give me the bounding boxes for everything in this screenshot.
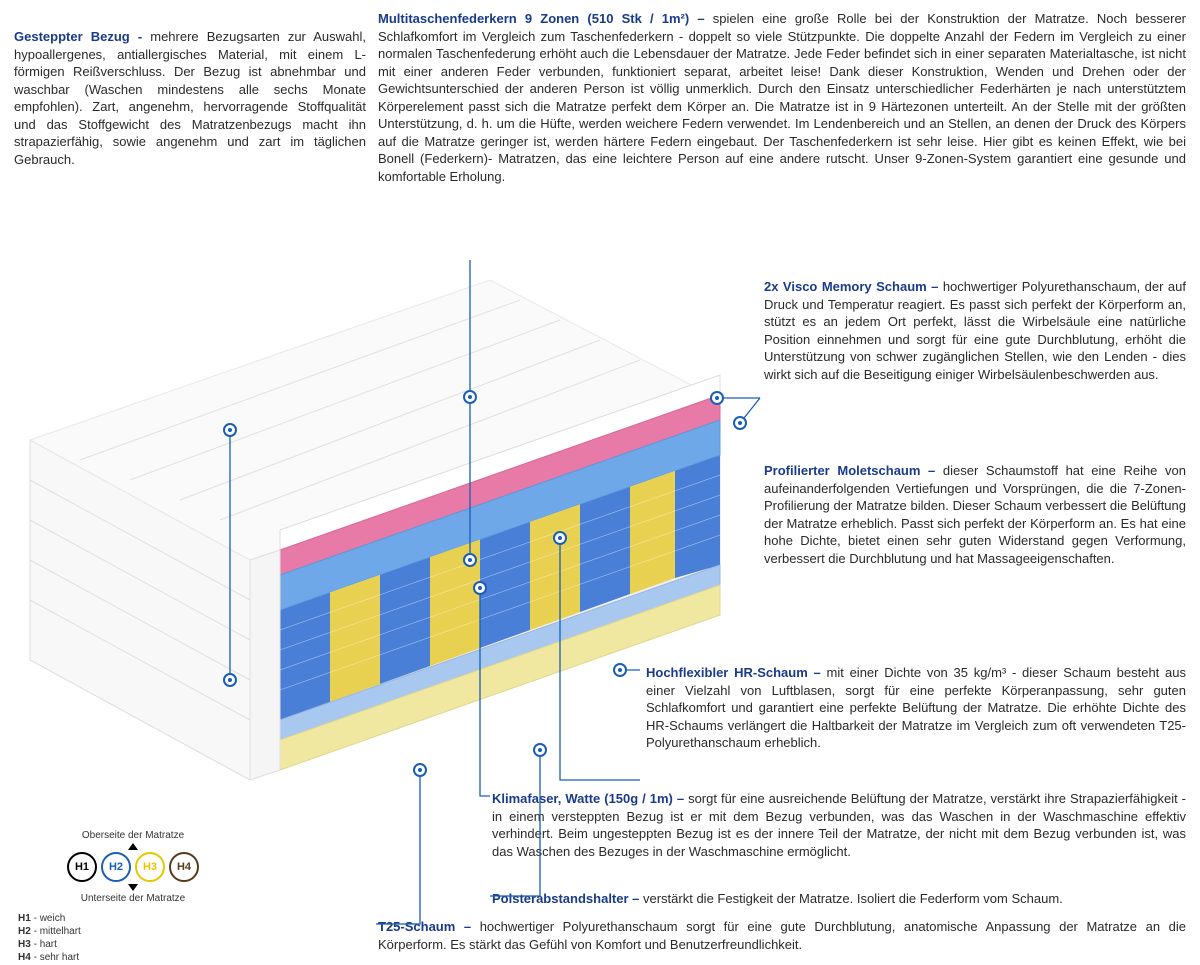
title-klima: Klimafaser, Watte (150g / 1m) – xyxy=(492,791,688,806)
body-polster: verstärkt die Festigkeit der Matratze. I… xyxy=(643,891,1063,906)
title-visco: 2x Visco Memory Schaum – xyxy=(764,279,943,294)
section-klima: Klimafaser, Watte (150g / 1m) – sorgt fü… xyxy=(492,790,1186,860)
mattress-illustration xyxy=(20,260,740,780)
arrow-down-icon xyxy=(128,884,138,891)
body-federkern: spielen eine große Rolle bei der Konstru… xyxy=(378,11,1186,184)
legend-key: H1 - weich xyxy=(18,912,248,925)
title-polster: Polsterabstandshalter – xyxy=(492,891,643,906)
hardness-legend: Oberseite der Matratze H1 H2 H3 H4 Unter… xyxy=(18,830,248,964)
section-polster: Polsterabstandshalter – verstärkt die Fe… xyxy=(492,890,1186,908)
callout-dot xyxy=(463,553,477,567)
legend-key: H4 - sehr hart xyxy=(18,951,248,964)
callout-dot xyxy=(710,391,724,405)
title-molet: Profilierter Moletschaum – xyxy=(764,463,943,478)
arrow-up-icon xyxy=(128,843,138,850)
section-t25: T25-Schaum – hochwertiger Polyurethansch… xyxy=(378,918,1186,953)
legend-bottom-label: Unterseite der Matratze xyxy=(18,893,248,904)
legend-keys: H1 - weich H2 - mittelhart H3 - hart H4 … xyxy=(18,912,248,964)
title-federkern: Multitaschenfederkern 9 Zonen (510 Stk /… xyxy=(378,11,713,26)
section-visco: 2x Visco Memory Schaum – hochwertiger Po… xyxy=(764,278,1186,383)
callout-dot xyxy=(463,390,477,404)
body-visco: hochwertiger Polyurethanschaum, der auf … xyxy=(764,279,1186,382)
section-bezug: Gesteppter Bezug - mehrere Bezugsarten z… xyxy=(14,28,366,168)
title-bezug: Gesteppter Bezug - xyxy=(14,29,150,44)
body-bezug: mehrere Bezugsarten zur Auswahl, hypoall… xyxy=(14,29,366,167)
callout-dot xyxy=(553,531,567,545)
body-molet: dieser Schaumstoff hat eine Reihe von au… xyxy=(764,463,1186,566)
callout-dot xyxy=(533,743,547,757)
callout-dot xyxy=(613,663,627,677)
callout-dot xyxy=(223,673,237,687)
legend-h4: H4 xyxy=(169,852,199,882)
legend-circles: H1 H2 H3 H4 xyxy=(18,852,248,882)
callout-dot xyxy=(413,763,427,777)
title-t25: T25-Schaum – xyxy=(378,919,480,934)
callout-dot xyxy=(473,581,487,595)
legend-h1: H1 xyxy=(67,852,97,882)
section-federkern: Multitaschenfederkern 9 Zonen (510 Stk /… xyxy=(378,10,1186,185)
section-molet: Profilierter Moletschaum – dieser Schaum… xyxy=(764,462,1186,567)
body-t25: hochwertiger Polyurethanschaum sorgt für… xyxy=(378,919,1186,952)
callout-dot xyxy=(223,423,237,437)
legend-h2: H2 xyxy=(101,852,131,882)
legend-key: H2 - mittelhart xyxy=(18,925,248,938)
callout-dot xyxy=(733,416,747,430)
legend-top-label: Oberseite der Matratze xyxy=(18,830,248,841)
legend-key: H3 - hart xyxy=(18,938,248,951)
legend-h3: H3 xyxy=(135,852,165,882)
